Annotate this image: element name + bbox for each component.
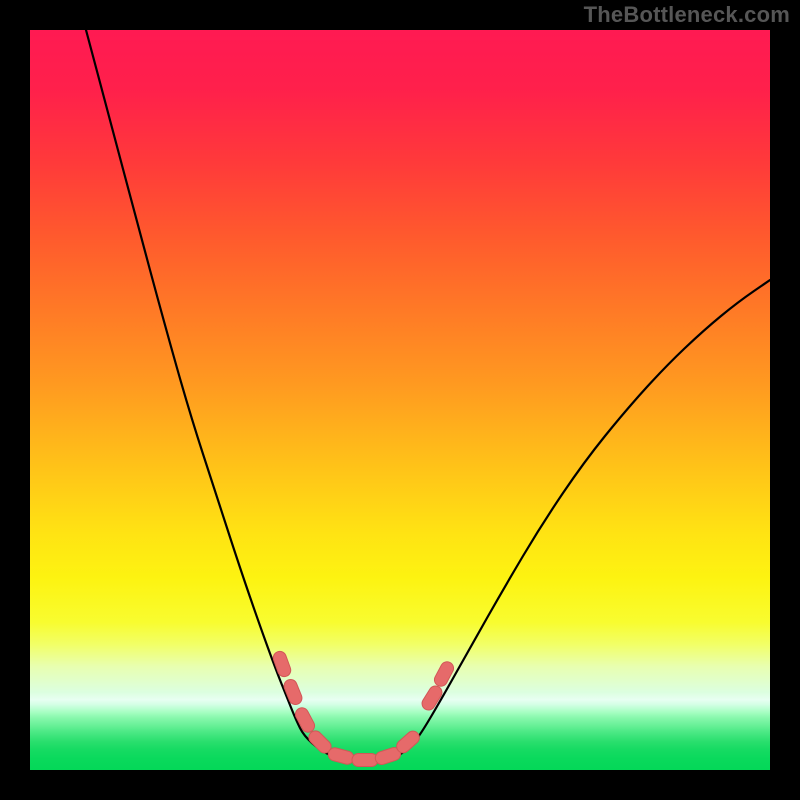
source-watermark: TheBottleneck.com bbox=[584, 2, 790, 28]
chart-svg bbox=[0, 0, 800, 800]
curve-marker bbox=[352, 754, 378, 767]
chart-stage: TheBottleneck.com bbox=[0, 0, 800, 800]
plot-background bbox=[30, 30, 770, 770]
